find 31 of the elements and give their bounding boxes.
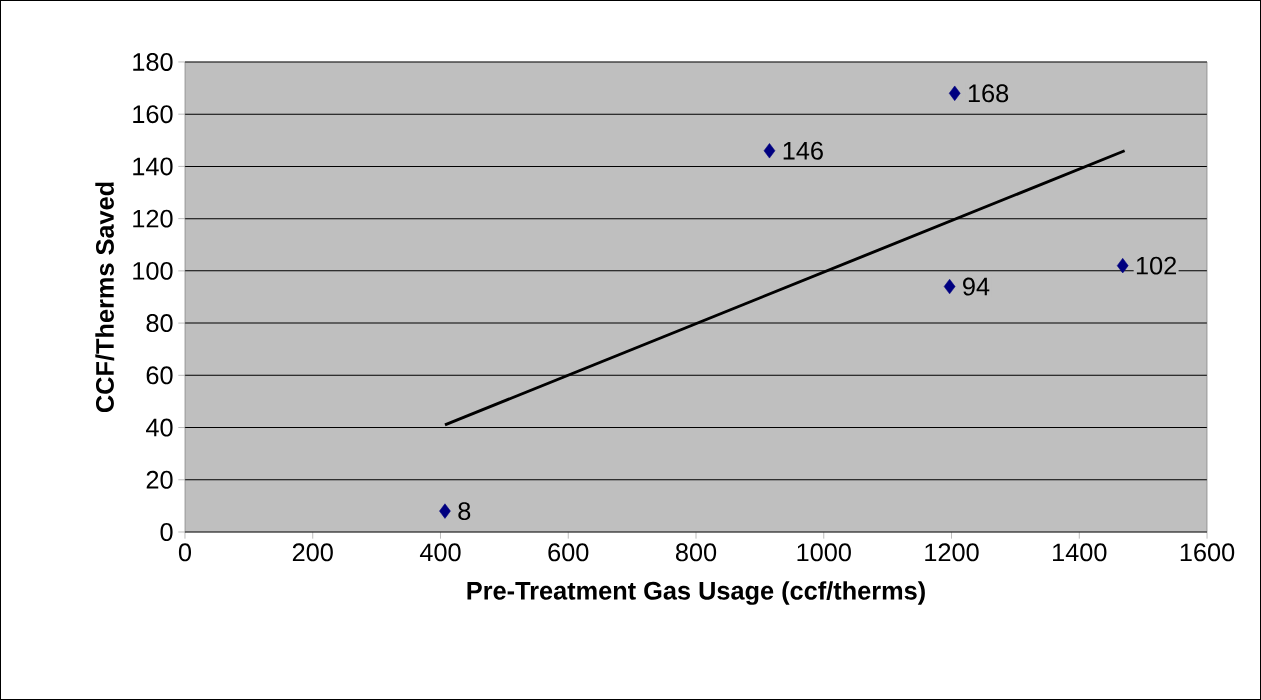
data-label: 146: [783, 141, 823, 160]
data-label: 168: [968, 84, 1009, 103]
x-tick-label: 400: [419, 543, 461, 562]
x-tick-label: 1200: [925, 543, 979, 562]
x-tick-label: 200: [292, 543, 333, 562]
y-tick-label: 180: [133, 53, 173, 71]
point: [943, 278, 956, 295]
y-tick-label: 0: [160, 523, 173, 541]
x-tick-label: 1400: [1053, 543, 1107, 562]
x-tick-label: 1000: [797, 543, 851, 562]
point: [763, 143, 776, 159]
y-tick-label: 20: [146, 470, 173, 489]
y-tick-label: 120: [133, 209, 173, 228]
y-tick-label: 100: [133, 261, 173, 280]
point: [1116, 258, 1129, 274]
x-tick-label: 1600: [1180, 543, 1235, 562]
y-tick-label: 140: [133, 157, 173, 176]
data-label: 102: [1136, 256, 1176, 275]
point: [948, 85, 961, 101]
x-tick-label: 0: [178, 543, 192, 562]
data-label: 94: [963, 277, 990, 296]
y-tick-label: 160: [133, 105, 173, 124]
y-tick-label: 40: [146, 418, 173, 437]
x-axis-title: Pre-Treatment Gas Usage (ccf/therms): [467, 581, 925, 605]
y-axis-title: CCF/Therms Saved: [95, 182, 115, 413]
x-tick-label: 800: [675, 543, 717, 562]
point: [439, 503, 451, 519]
x-tick-label: 600: [548, 543, 589, 562]
y-tick-label: 80: [146, 314, 173, 333]
y-tick-label: 60: [146, 366, 173, 385]
data-label: 8: [458, 502, 471, 521]
